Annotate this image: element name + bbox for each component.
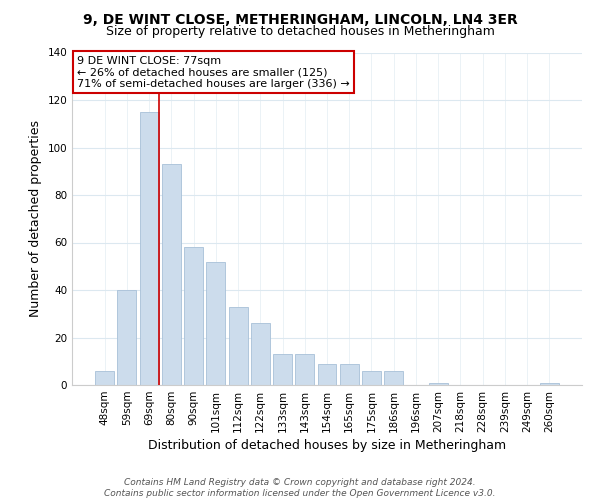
Bar [184, 247, 203, 385]
Bar [95, 371, 114, 385]
Bar [340, 364, 359, 385]
Bar [273, 354, 292, 385]
Bar [317, 364, 337, 385]
Bar [540, 382, 559, 385]
Bar [429, 382, 448, 385]
Bar [251, 324, 270, 385]
X-axis label: Distribution of detached houses by size in Metheringham: Distribution of detached houses by size … [148, 439, 506, 452]
Bar [118, 290, 136, 385]
Bar [162, 164, 181, 385]
Text: Contains HM Land Registry data © Crown copyright and database right 2024.
Contai: Contains HM Land Registry data © Crown c… [104, 478, 496, 498]
Bar [229, 306, 248, 385]
Bar [384, 371, 403, 385]
Text: 9 DE WINT CLOSE: 77sqm
← 26% of detached houses are smaller (125)
71% of semi-de: 9 DE WINT CLOSE: 77sqm ← 26% of detached… [77, 56, 350, 89]
Y-axis label: Number of detached properties: Number of detached properties [29, 120, 42, 318]
Text: Size of property relative to detached houses in Metheringham: Size of property relative to detached ho… [106, 25, 494, 38]
Bar [295, 354, 314, 385]
Text: 9, DE WINT CLOSE, METHERINGHAM, LINCOLN, LN4 3ER: 9, DE WINT CLOSE, METHERINGHAM, LINCOLN,… [83, 12, 517, 26]
Bar [140, 112, 158, 385]
Bar [206, 262, 225, 385]
Bar [362, 371, 381, 385]
